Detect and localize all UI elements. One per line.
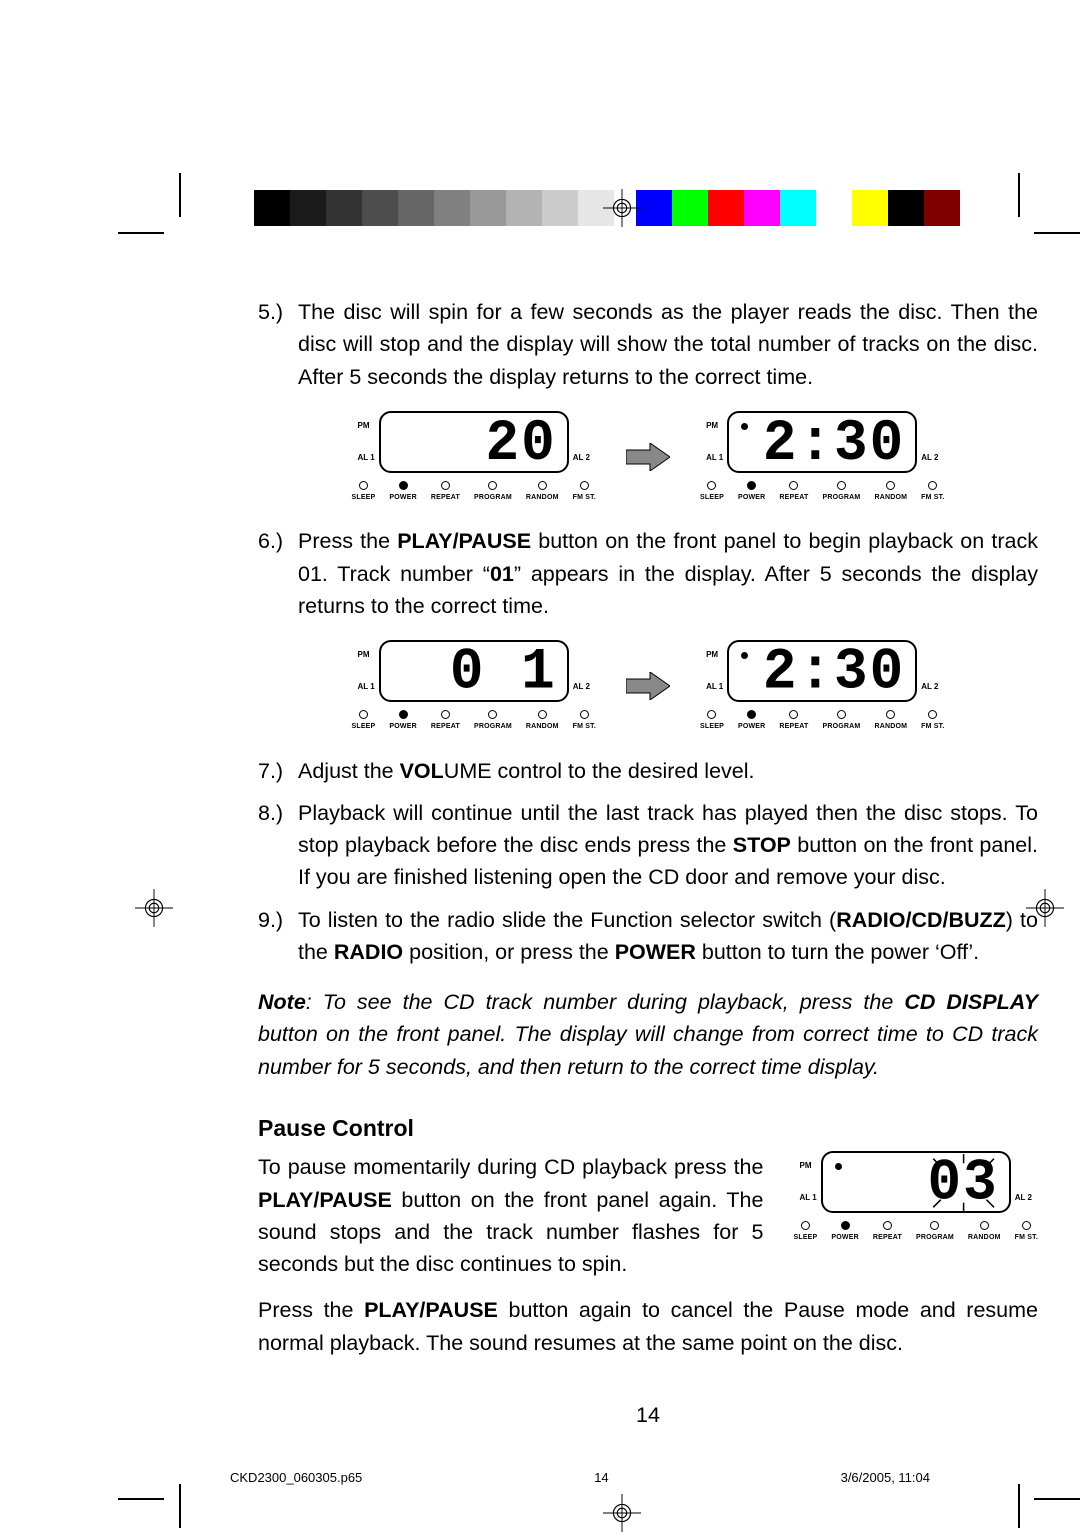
list-text: Playback will continue until the last tr… [298,797,1038,894]
crop-mark [179,173,181,217]
note-paragraph: Note: To see the CD track number during … [258,986,1038,1083]
list-text: Adjust the VOLUME control to the desired… [298,755,1038,787]
arrow-icon [626,443,670,471]
list-text: To listen to the radio slide the Functio… [298,904,1038,969]
lcd-unit: PMAL 120.AL 2SLEEPPOWERREPEATPROGRAMRAND… [351,411,596,504]
pause-text: To pause momentarily during CD playback … [258,1151,763,1280]
footer-file: CKD2300_060305.p65 [230,1470,362,1485]
lcd-unit: PMAL 10 1.AL 2SLEEPPOWERREPEATPROGRAMRAN… [351,640,596,733]
lcd-unit: PMAL 12:30.AL 2SLEEPPOWERREPEATPROGRAMRA… [700,411,945,504]
list-number: 9.) [258,904,298,969]
list-text: The disc will spin for a few seconds as … [298,296,1038,393]
list-number: 7.) [258,755,298,787]
lcd-figure-row: PMAL 10 1.AL 2SLEEPPOWERREPEATPROGRAMRAN… [258,640,1038,733]
crop-mark [1018,173,1020,217]
crop-mark [1034,232,1080,234]
registration-mark [603,1494,641,1532]
lcd-figure-row: PMAL 120.AL 2SLEEPPOWERREPEATPROGRAMRAND… [258,411,1038,504]
footer-line: CKD2300_060305.p65 14 3/6/2005, 11:04 [230,1470,930,1485]
lcd-unit: PMAL 103.AL 2SLEEPPOWERREPEATPROGRAMRAND… [793,1151,1038,1244]
crop-mark [1034,1498,1080,1500]
list-text: Press the PLAY/PAUSE button on the front… [298,525,1038,622]
footer-date: 3/6/2005, 11:04 [841,1470,930,1485]
color-bar [636,190,960,226]
list-number: 6.) [258,525,298,622]
arrow-icon [626,672,670,700]
footer-page: 14 [594,1470,608,1485]
crop-mark [118,232,164,234]
list-number: 5.) [258,296,298,393]
pause-text-2: Press the PLAY/PAUSE button again to can… [258,1294,1038,1359]
registration-mark [603,189,641,227]
crop-mark [179,1484,181,1528]
page-number: 14 [258,1399,1038,1431]
registration-mark [135,889,173,927]
list-number: 8.) [258,797,298,894]
grayscale-bar [254,190,650,226]
crop-mark [1018,1484,1020,1528]
crop-mark [118,1498,164,1500]
page-content: 5.) The disc will spin for a few seconds… [258,296,1038,1431]
section-title: Pause Control [258,1111,1038,1146]
lcd-unit: PMAL 12:30.AL 2SLEEPPOWERREPEATPROGRAMRA… [700,640,945,733]
